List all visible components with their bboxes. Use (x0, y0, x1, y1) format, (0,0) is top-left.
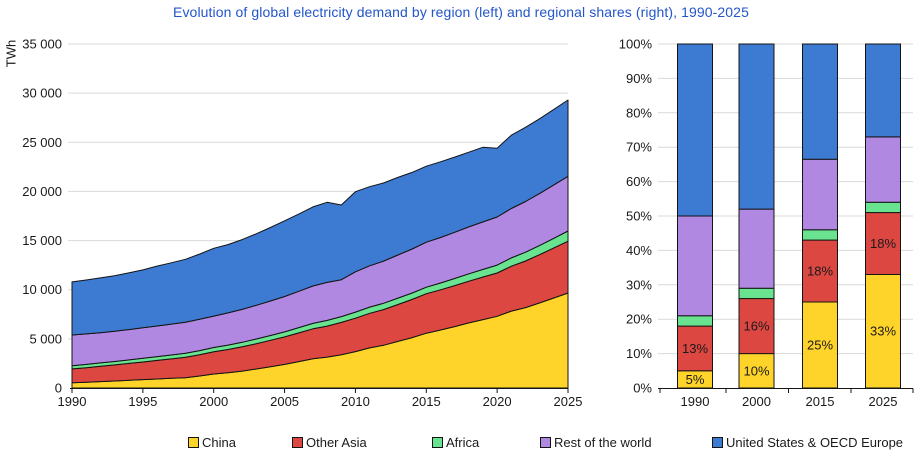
bar-y-tick-label: 100% (619, 37, 653, 52)
area-x-tick-label: 2000 (199, 394, 228, 409)
bar-y-tick-label: 60% (626, 174, 652, 189)
bar-segment-label: 10% (743, 363, 769, 378)
bar-y-tick-label: 10% (626, 346, 652, 361)
bar-segment-label: 18% (807, 264, 833, 279)
page-title: Evolution of global electricity demand b… (173, 4, 749, 20)
area-x-tick-label: 2020 (483, 394, 512, 409)
bar-y-tick-label: 50% (626, 209, 652, 224)
bar-x-tick-label: 2015 (806, 394, 835, 409)
bar-segment-2025-us_oecd_europe (865, 43, 901, 138)
area-y-tick-label: 30 000 (22, 86, 62, 101)
bar-segment-2015-other_asia (802, 239, 838, 303)
bar-segment-2015-africa (802, 229, 838, 241)
area-y-tick-label: 25 000 (22, 135, 62, 150)
area-y-tick-label: 0 (55, 381, 62, 396)
area-y-tick-label: 35 000 (22, 37, 62, 52)
bar-segment-1990-us_oecd_europe (677, 43, 713, 217)
bar-segment-label: 33% (870, 324, 896, 339)
bar-segment-label: 16% (743, 319, 769, 334)
bar-segment-2015-us_oecd_europe (802, 43, 838, 160)
bar-y-tick-label: 80% (626, 105, 652, 120)
bar-y-tick-label: 90% (626, 71, 652, 86)
area-series-us_oecd_europe (71, 99, 569, 336)
bar-segment-2025-rest_of_world (865, 136, 901, 203)
bar-segment-2000-other_asia (738, 298, 775, 355)
bar-segment-1990-rest_of_world (677, 215, 713, 317)
bar-y-tick-label: 0% (633, 381, 652, 396)
bar-segment-2000-rest_of_world (738, 208, 775, 289)
bar-segment-label: 18% (870, 236, 896, 251)
bar-segment-1990-africa (677, 315, 713, 327)
bar-segment-2015-china (802, 301, 838, 389)
area-x-tick-label: 2025 (554, 394, 583, 409)
bar-segment-2015-rest_of_world (802, 158, 838, 231)
area-x-tick-label: 1995 (128, 394, 157, 409)
bar-segment-label: 13% (682, 341, 708, 356)
bar-x-tick-label: 2000 (742, 394, 771, 409)
bar-segment-2025-africa (865, 201, 901, 214)
bar-x-tick-label: 2025 (869, 394, 898, 409)
bar-y-tick-label: 70% (626, 140, 652, 155)
bar-segment-label: 5% (686, 372, 705, 387)
area-y-tick-label: 15 000 (22, 233, 62, 248)
bar-segment-2000-africa (738, 287, 775, 300)
area-x-tick-label: 2005 (270, 394, 299, 409)
area-x-tick-label: 2015 (412, 394, 441, 409)
bar-segment-2000-us_oecd_europe (738, 43, 775, 210)
bar-x-tick-label: 1990 (681, 394, 710, 409)
bar-y-tick-label: 40% (626, 243, 652, 258)
bar-segment-1990-other_asia (677, 325, 713, 372)
bar-y-tick-label: 20% (626, 312, 652, 327)
area-x-tick-label: 1990 (58, 394, 87, 409)
area-y-tick-label: 20 000 (22, 184, 62, 199)
bar-segment-label: 25% (807, 338, 833, 353)
area-y-tick-label: 5 000 (29, 331, 62, 346)
bar-segment-2025-other_asia (865, 212, 901, 275)
area-x-tick-label: 2010 (341, 394, 370, 409)
bar-y-tick-label: 30% (626, 277, 652, 292)
area-y-tick-label: 10 000 (22, 282, 62, 297)
